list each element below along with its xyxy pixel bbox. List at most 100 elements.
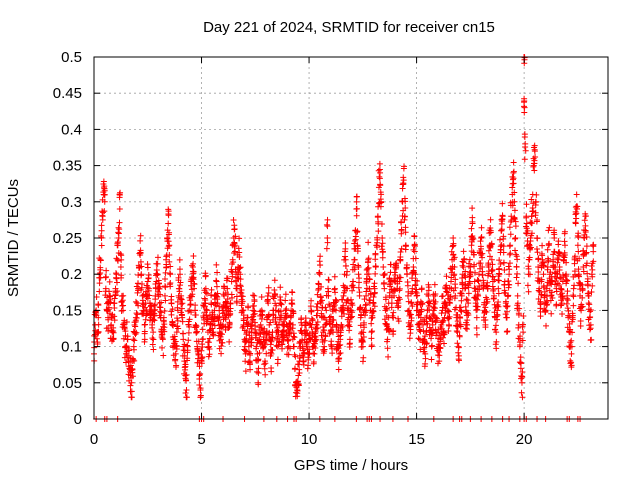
data-point bbox=[395, 303, 402, 310]
data-point bbox=[386, 289, 393, 296]
data-point bbox=[353, 198, 360, 205]
data-point bbox=[128, 388, 135, 395]
data-point bbox=[251, 296, 258, 303]
data-point bbox=[333, 298, 340, 305]
data-point bbox=[186, 316, 193, 323]
data-point bbox=[471, 263, 478, 270]
data-point bbox=[296, 366, 303, 373]
data-point bbox=[305, 356, 312, 363]
data-point bbox=[127, 382, 134, 389]
data-point bbox=[527, 237, 534, 244]
data-point bbox=[132, 298, 139, 305]
data-point bbox=[229, 294, 236, 301]
data-point bbox=[369, 328, 376, 335]
data-point bbox=[328, 342, 335, 349]
data-point bbox=[466, 256, 473, 263]
data-point bbox=[571, 255, 578, 262]
data-point bbox=[479, 272, 486, 279]
data-point bbox=[170, 322, 177, 329]
data-point bbox=[445, 327, 452, 334]
data-point bbox=[190, 252, 197, 259]
data-point bbox=[503, 308, 510, 315]
data-point bbox=[519, 337, 526, 344]
data-point bbox=[321, 337, 328, 344]
data-point bbox=[135, 287, 142, 294]
data-point bbox=[296, 340, 303, 347]
data-point bbox=[575, 234, 582, 241]
data-point bbox=[101, 185, 108, 192]
data-point bbox=[327, 313, 334, 320]
data-point bbox=[526, 271, 533, 278]
data-point bbox=[259, 312, 266, 319]
data-point bbox=[563, 295, 570, 302]
data-point bbox=[474, 306, 481, 313]
data-point bbox=[509, 184, 516, 191]
data-point bbox=[223, 275, 230, 282]
data-point bbox=[390, 314, 397, 321]
data-point bbox=[542, 307, 549, 314]
data-point bbox=[339, 306, 346, 313]
data-point bbox=[492, 322, 499, 329]
data-point bbox=[214, 296, 221, 303]
data-point bbox=[144, 264, 151, 271]
data-point bbox=[329, 350, 336, 357]
data-point bbox=[469, 234, 476, 241]
data-point bbox=[511, 198, 518, 205]
data-point bbox=[339, 296, 346, 303]
data-point bbox=[543, 322, 550, 329]
data-point bbox=[585, 292, 592, 299]
y-tick-label: 0.15 bbox=[53, 302, 82, 319]
data-point bbox=[531, 160, 538, 167]
data-point bbox=[350, 261, 357, 268]
data-point bbox=[388, 304, 395, 311]
data-point bbox=[315, 280, 322, 287]
data-point bbox=[360, 319, 367, 326]
data-point bbox=[428, 356, 435, 363]
data-point bbox=[93, 293, 100, 300]
data-point bbox=[519, 369, 526, 376]
data-point bbox=[368, 329, 375, 336]
data-point bbox=[354, 228, 361, 235]
data-point bbox=[589, 273, 596, 280]
data-point bbox=[337, 341, 344, 348]
data-point bbox=[172, 350, 179, 357]
data-point bbox=[575, 272, 582, 279]
data-point bbox=[519, 394, 526, 401]
data-point bbox=[194, 328, 201, 335]
data-point bbox=[270, 311, 277, 318]
data-point bbox=[359, 358, 366, 365]
data-point bbox=[235, 245, 242, 252]
data-point bbox=[272, 291, 279, 298]
data-point bbox=[287, 345, 294, 352]
data-point bbox=[511, 207, 518, 214]
data-point bbox=[130, 356, 137, 363]
data-point bbox=[322, 332, 329, 339]
data-point bbox=[488, 268, 495, 275]
data-point bbox=[326, 301, 333, 308]
data-point bbox=[128, 379, 135, 386]
data-point bbox=[267, 319, 274, 326]
data-point bbox=[378, 221, 385, 228]
data-point bbox=[332, 307, 339, 314]
data-point bbox=[506, 251, 513, 258]
data-point bbox=[198, 347, 205, 354]
data-point bbox=[315, 287, 322, 294]
data-point bbox=[492, 341, 499, 348]
data-point bbox=[218, 324, 225, 331]
x-axis-label: GPS time / hours bbox=[294, 457, 408, 474]
data-point bbox=[310, 360, 317, 367]
data-point bbox=[190, 268, 197, 275]
data-point bbox=[414, 292, 421, 299]
data-point bbox=[183, 377, 190, 384]
data-point bbox=[209, 321, 216, 328]
data-point bbox=[504, 293, 511, 300]
data-point bbox=[199, 326, 206, 333]
data-point bbox=[116, 226, 123, 233]
data-point bbox=[589, 266, 596, 273]
data-point bbox=[242, 368, 249, 375]
data-point bbox=[123, 318, 130, 325]
data-point bbox=[152, 306, 159, 313]
data-point bbox=[174, 323, 181, 330]
data-point bbox=[141, 330, 148, 337]
data-point bbox=[182, 389, 189, 396]
